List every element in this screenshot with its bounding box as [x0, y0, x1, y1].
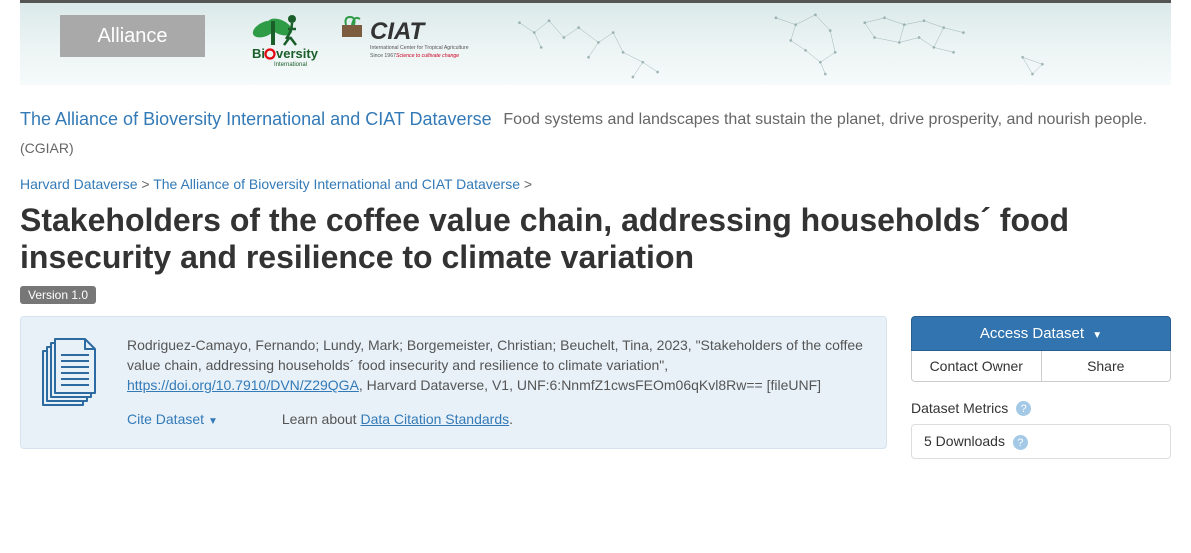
access-dataset-button[interactable]: Access Dataset ▼ [911, 316, 1171, 351]
help-icon[interactable]: ? [1016, 401, 1031, 416]
svg-text:International: International [274, 62, 307, 66]
tagline-text: Food systems and landscapes that sustain… [503, 109, 1171, 131]
share-button[interactable]: Share [1042, 351, 1171, 381]
document-icon [39, 335, 109, 430]
svg-text:Bi: Bi [252, 46, 265, 61]
world-map-decoration [480, 3, 1171, 85]
chevron-down-icon: ▼ [1092, 330, 1102, 341]
svg-text:International Center for Tropi: International Center for Tropical Agricu… [370, 45, 469, 51]
help-icon[interactable]: ? [1013, 435, 1028, 450]
version-badge: Version 1.0 [20, 286, 96, 304]
svg-text:versity: versity [276, 46, 319, 61]
svg-text:CIAT: CIAT [370, 18, 427, 45]
ciat-logo: CIAT International Center for Tropical A… [340, 11, 470, 71]
citation-text: Rodriguez-Camayo, Fernando; Lundy, Mark;… [127, 335, 866, 430]
downloads-metric: 5 Downloads ? [911, 424, 1171, 459]
header-section: The Alliance of Bioversity International… [0, 85, 1191, 166]
bioversity-logo: Bi versity International [230, 11, 320, 71]
page-title: Stakeholders of the coffee value chain, … [0, 196, 1191, 286]
doi-link[interactable]: https://doi.org/10.7910/DVN/Z29QGA [127, 377, 359, 393]
svg-text:Science to cultivate change: Science to cultivate change [396, 53, 459, 59]
contact-owner-button[interactable]: Contact Owner [912, 351, 1042, 381]
svg-text:Since 1967: Since 1967 [370, 53, 396, 59]
data-citation-standards-link[interactable]: Data Citation Standards [360, 411, 509, 427]
breadcrumb-child-link[interactable]: The Alliance of Bioversity International… [153, 176, 520, 192]
citation-box: Rodriguez-Camayo, Fernando; Lundy, Mark;… [20, 316, 887, 449]
breadcrumb: Harvard Dataverse > The Alliance of Biov… [0, 166, 1191, 196]
dataverse-subtitle: (CGIAR) [20, 140, 503, 156]
sidebar: Access Dataset ▼ Contact Owner Share Dat… [911, 316, 1171, 460]
dataverse-title-link[interactable]: The Alliance of Bioversity International… [20, 109, 492, 129]
alliance-badge: Alliance [60, 15, 205, 57]
chevron-down-icon: ▼ [208, 415, 218, 430]
cite-dataset-button[interactable]: Cite Dataset▼ [127, 411, 218, 427]
metrics-title: Dataset Metrics ? [911, 400, 1171, 417]
learn-text: Learn about Data Citation Standards. [282, 411, 513, 427]
org-banner: Alliance Bi versity International CIAT I… [20, 0, 1171, 85]
breadcrumb-root-link[interactable]: Harvard Dataverse [20, 176, 138, 192]
